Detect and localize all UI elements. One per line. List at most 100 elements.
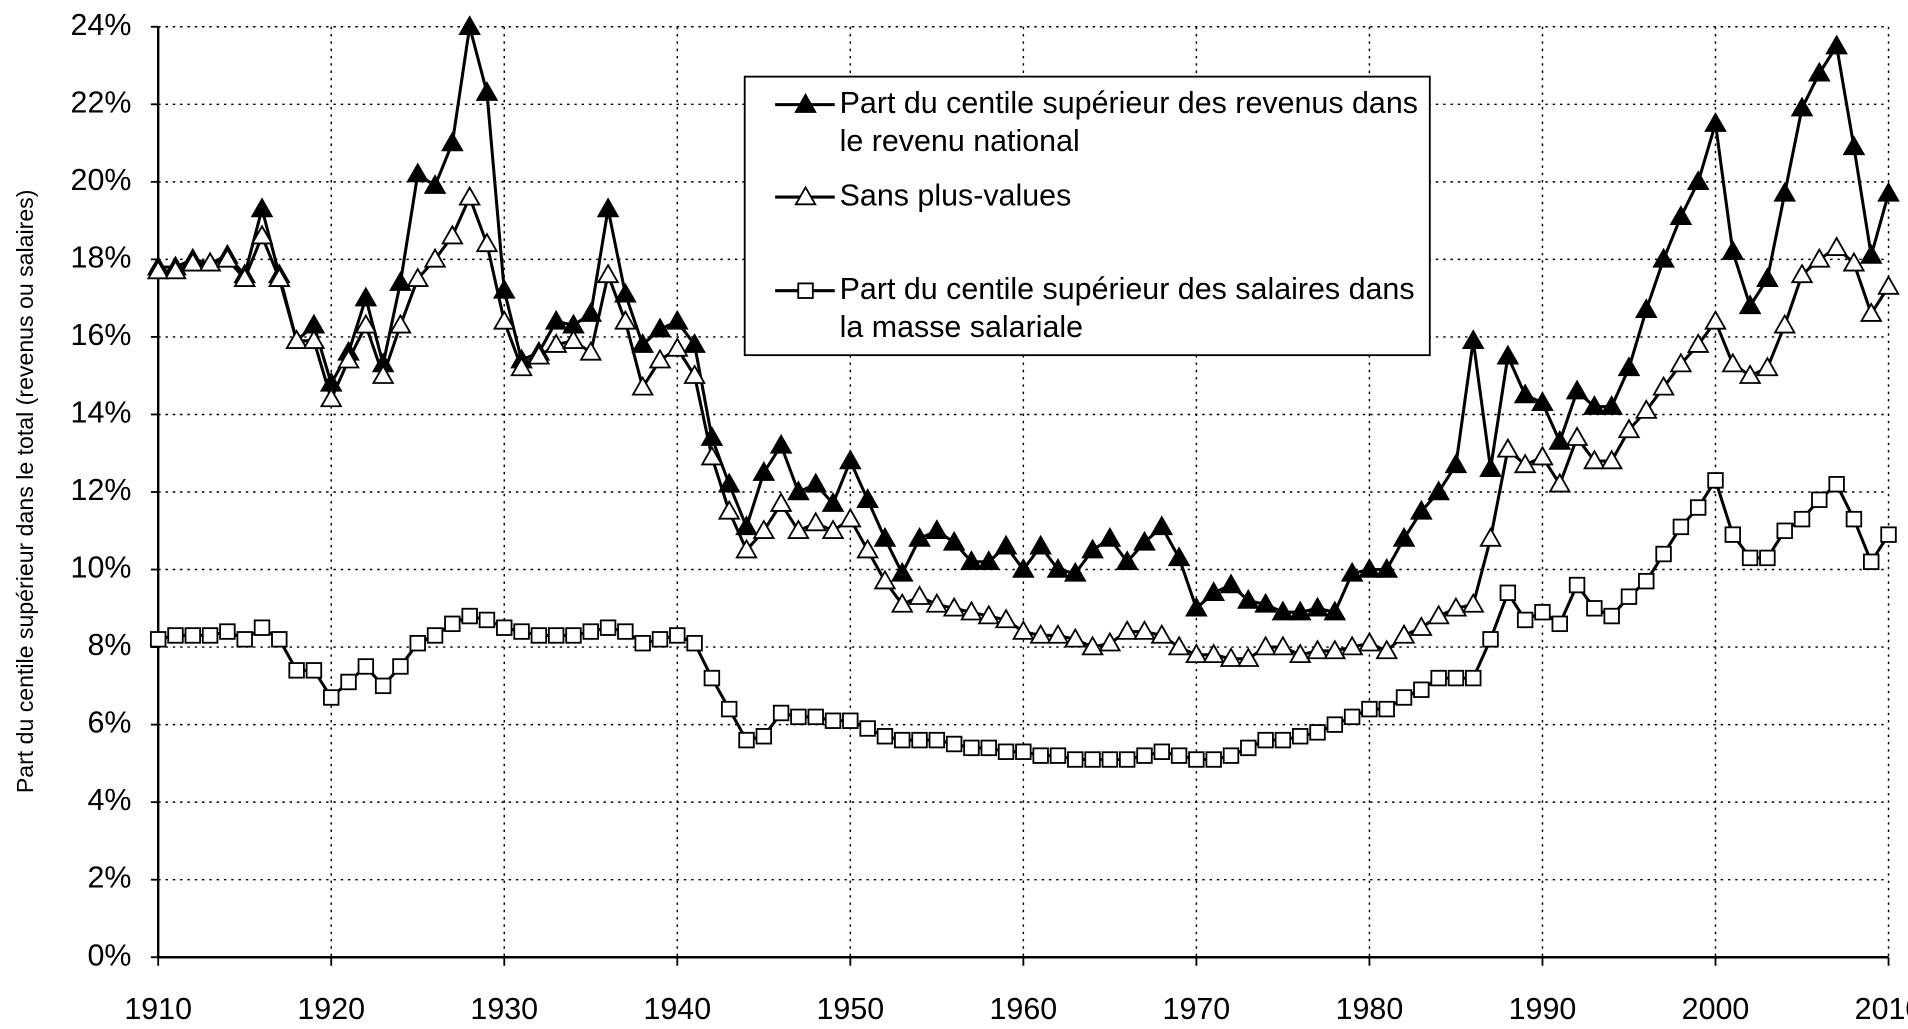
- marker: [1842, 251, 1866, 272]
- marker: [219, 623, 236, 640]
- marker: [1790, 96, 1814, 117]
- marker: [1724, 526, 1742, 543]
- marker: [1496, 344, 1520, 365]
- marker: [807, 708, 824, 726]
- y-axis-label: Part du centile supérieur dans le total …: [12, 190, 38, 794]
- marker: [1686, 170, 1710, 191]
- marker: [1395, 689, 1413, 706]
- marker: [1115, 550, 1139, 570]
- marker: [1375, 639, 1399, 660]
- marker: [980, 739, 997, 757]
- marker: [1063, 561, 1087, 582]
- marker: [839, 507, 862, 528]
- marker: [1877, 274, 1900, 295]
- y-tick-label: 16%: [71, 318, 132, 352]
- marker: [496, 619, 513, 636]
- marker: [475, 232, 499, 253]
- marker: [703, 669, 721, 687]
- marker: [1343, 708, 1361, 726]
- x-tick-label: 1940: [643, 992, 711, 1026]
- marker: [510, 356, 533, 377]
- marker: [1032, 747, 1049, 764]
- marker: [856, 538, 879, 559]
- marker: [1170, 747, 1188, 764]
- marker: [945, 735, 963, 753]
- marker: [1150, 623, 1174, 644]
- marker: [1118, 751, 1136, 768]
- marker: [426, 627, 444, 644]
- marker: [596, 263, 620, 284]
- marker: [617, 623, 634, 640]
- marker: [842, 712, 859, 729]
- marker: [1776, 522, 1793, 539]
- marker: [1479, 526, 1502, 547]
- marker: [1185, 596, 1208, 617]
- y-tick-label: 14%: [71, 395, 132, 429]
- marker: [1046, 623, 1070, 644]
- marker: [1600, 449, 1623, 470]
- marker: [752, 461, 776, 481]
- marker: [1150, 515, 1174, 536]
- marker: [651, 631, 669, 648]
- legend-marker: [794, 185, 817, 206]
- marker: [441, 224, 464, 245]
- marker: [1254, 635, 1277, 656]
- legend-entry: Part du centile supérieur des salaires d…: [840, 272, 1415, 344]
- y-tick-label: 24%: [71, 8, 132, 42]
- marker: [1808, 61, 1831, 82]
- marker: [977, 550, 1001, 570]
- marker: [717, 472, 741, 493]
- marker: [1392, 526, 1416, 547]
- marker: [769, 433, 793, 454]
- marker: [1877, 181, 1900, 202]
- marker: [1600, 395, 1623, 415]
- marker: [908, 526, 931, 547]
- marker: [1257, 731, 1274, 749]
- marker: [963, 739, 980, 757]
- marker: [1378, 700, 1395, 718]
- marker: [1773, 181, 1797, 202]
- legend-entry: Sans plus-values: [839, 178, 1072, 213]
- marker: [1738, 294, 1762, 315]
- marker: [960, 550, 983, 570]
- marker: [1638, 572, 1655, 590]
- marker: [821, 519, 845, 539]
- marker: [942, 596, 966, 617]
- y-tick-label: 18%: [71, 240, 132, 274]
- marker: [1340, 635, 1364, 656]
- marker: [1655, 545, 1672, 563]
- marker: [804, 511, 828, 532]
- marker: [1236, 647, 1260, 667]
- marker: [1410, 616, 1433, 636]
- marker: [544, 309, 568, 330]
- marker: [268, 267, 291, 287]
- marker: [894, 731, 911, 749]
- marker: [1081, 538, 1104, 559]
- x-tick-label: 1910: [124, 992, 192, 1026]
- marker: [582, 623, 599, 640]
- series-markers: [149, 472, 1897, 768]
- marker: [1015, 743, 1032, 760]
- marker: [1115, 620, 1139, 640]
- marker: [1167, 635, 1191, 656]
- marker: [994, 534, 1018, 555]
- marker: [997, 743, 1015, 760]
- marker: [374, 677, 392, 695]
- marker: [1773, 313, 1797, 334]
- marker: [285, 329, 308, 350]
- marker: [787, 519, 810, 539]
- marker: [1465, 669, 1482, 687]
- marker: [925, 592, 949, 613]
- marker: [1326, 716, 1344, 733]
- marker: [787, 480, 810, 501]
- marker: [354, 286, 378, 307]
- marker: [1759, 549, 1776, 567]
- marker: [1669, 352, 1693, 373]
- marker: [1828, 476, 1845, 493]
- marker: [441, 131, 464, 152]
- marker: [634, 634, 651, 652]
- legend-label: Sans plus-values: [839, 178, 1072, 213]
- marker: [648, 317, 672, 338]
- marker: [354, 313, 378, 334]
